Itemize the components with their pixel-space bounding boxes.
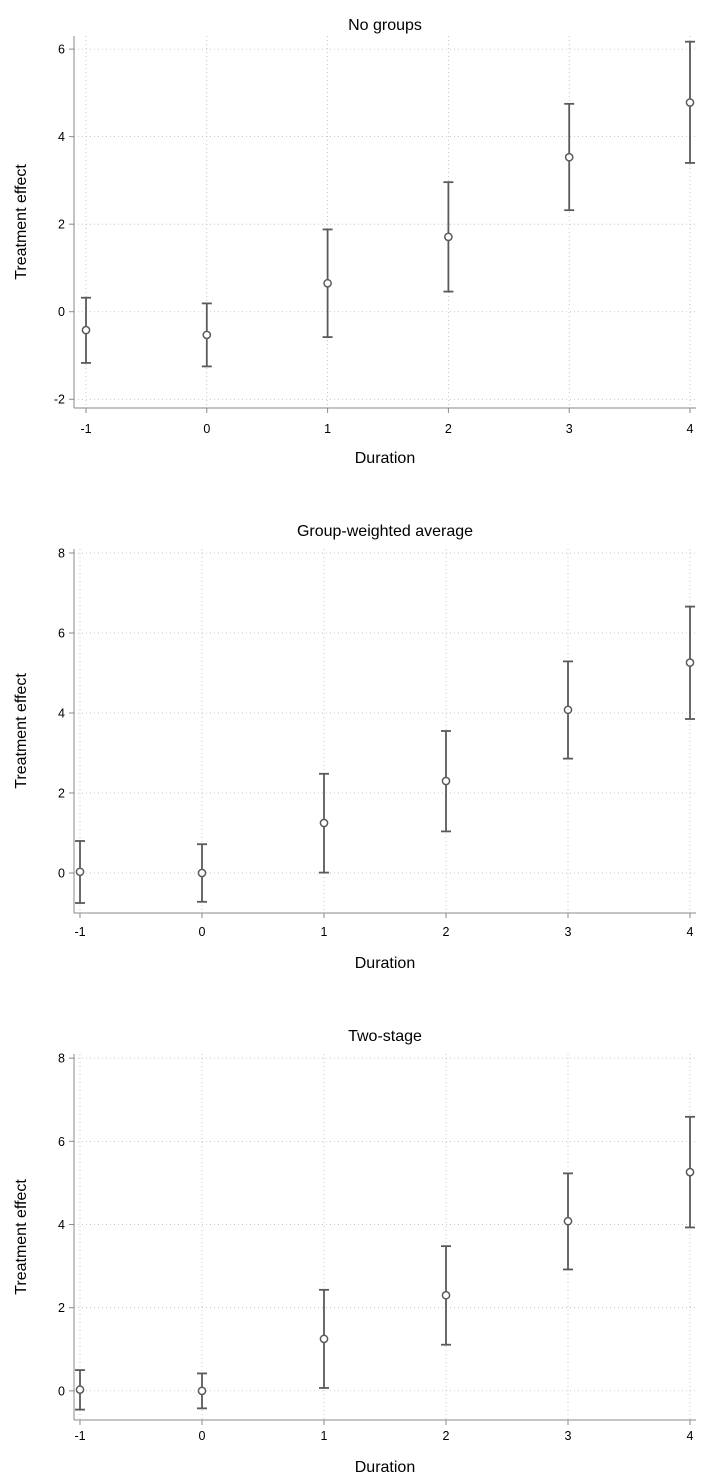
y-tick-label: 2 xyxy=(58,1301,65,1315)
y-tick-label: 6 xyxy=(58,43,65,57)
y-tick-label: 4 xyxy=(58,1218,65,1232)
data-point xyxy=(685,658,695,667)
x-tick-label: 0 xyxy=(199,1429,206,1443)
x-tick-label: 4 xyxy=(687,422,694,436)
y-tick-label: 2 xyxy=(58,218,65,232)
data-point xyxy=(563,1216,573,1226)
data-point xyxy=(319,818,329,828)
chart-panel-3: 0 2 4 6 8 -1 0 1 2 3 4 Two-stage Duration Treatment e… xyxy=(13,1028,696,1476)
data-point xyxy=(564,152,574,162)
x-axis-title: Duration xyxy=(355,1459,415,1476)
y-tick-label: 0 xyxy=(58,867,65,881)
x-tick-label: -1 xyxy=(74,925,85,939)
x-tick-label: 4 xyxy=(687,925,694,939)
chart-panel-2: 0 2 4 6 8 -1 0 1 2 3 4 Group-weighted average Durati… xyxy=(13,523,696,972)
y-tick-label: 4 xyxy=(58,130,65,144)
data-point xyxy=(75,867,85,877)
x-axis-title: Duration xyxy=(355,955,415,972)
x-tick-label: 3 xyxy=(565,925,572,939)
y-axis-title: Treatment effect xyxy=(13,1179,30,1295)
x-tick-label: 4 xyxy=(687,1429,694,1443)
x-tick-label: -1 xyxy=(74,1429,85,1443)
x-tick-label: 2 xyxy=(443,1429,450,1443)
y-tick-label: 0 xyxy=(58,1384,65,1398)
data-point xyxy=(444,232,453,242)
x-tick-label: 2 xyxy=(445,422,452,436)
x-tick-label: 1 xyxy=(324,422,331,436)
chart-title: No groups xyxy=(348,17,422,34)
x-tick-label: 1 xyxy=(321,925,328,939)
x-tick-label: 0 xyxy=(199,925,206,939)
data-point xyxy=(202,330,212,340)
y-tick-label: 0 xyxy=(58,305,65,319)
data-point xyxy=(563,705,573,715)
x-tick-label: 0 xyxy=(203,422,210,436)
x-tick-label: 3 xyxy=(566,422,573,436)
chart-title: Group-weighted average xyxy=(297,523,473,540)
y-tick-label: 8 xyxy=(58,1052,65,1066)
y-tick-label: 4 xyxy=(58,707,65,721)
y-tick-label: 2 xyxy=(58,787,65,801)
data-point xyxy=(81,325,91,335)
data-point xyxy=(441,776,451,786)
data-point xyxy=(319,1334,329,1344)
data-point xyxy=(197,868,207,878)
x-tick-label: 2 xyxy=(443,925,450,939)
chart-title: Two-stage xyxy=(348,1028,422,1045)
data-point xyxy=(685,1167,695,1177)
data-point xyxy=(323,278,332,288)
y-tick-label: 8 xyxy=(58,547,65,561)
y-axis-title: Treatment effect xyxy=(13,673,30,789)
x-tick-label: 1 xyxy=(321,1429,328,1443)
x-tick-label: 3 xyxy=(565,1429,572,1443)
y-tick-label: -2 xyxy=(54,393,65,407)
x-axis-title: Duration xyxy=(355,450,415,467)
data-point xyxy=(441,1290,451,1300)
data-point xyxy=(197,1386,207,1396)
y-axis-title: Treatment effect xyxy=(13,164,30,280)
y-tick-label: 6 xyxy=(58,1135,65,1149)
chart-panel-1: -2 0 2 4 6 -1 0 1 2 3 4 No groups Duration Treatment … xyxy=(13,17,696,467)
x-tick-label: -1 xyxy=(80,422,91,436)
y-tick-label: 6 xyxy=(58,627,65,641)
data-point xyxy=(75,1385,85,1394)
data-point xyxy=(685,98,695,107)
